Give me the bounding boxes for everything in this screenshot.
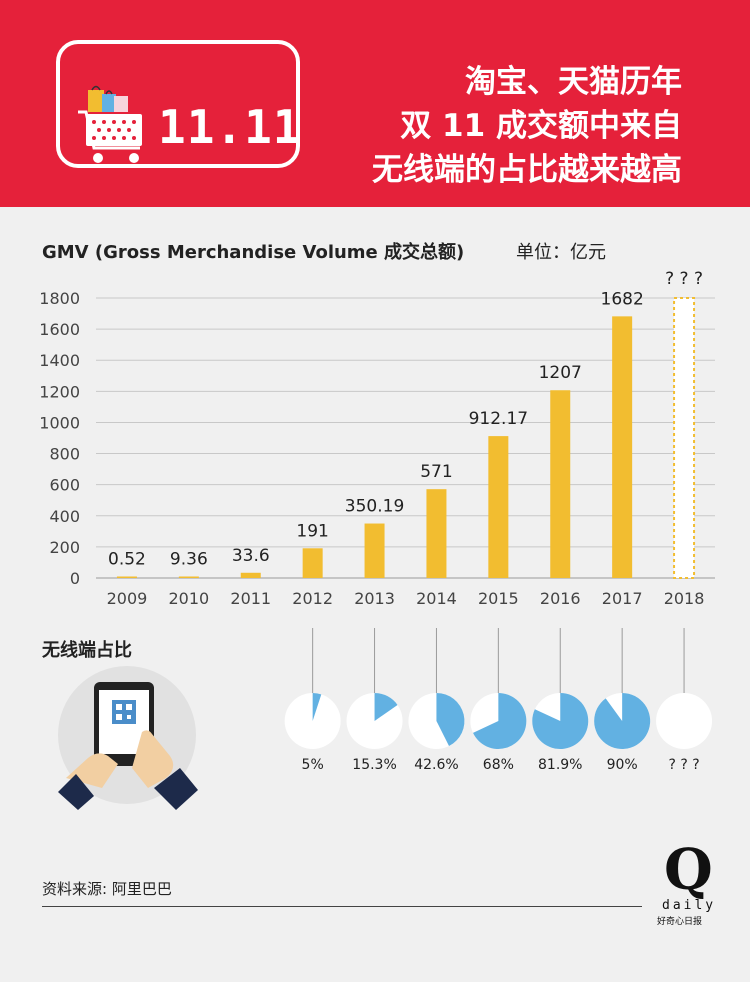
- tmall-logo-frame: [56, 40, 300, 168]
- x-tick-label: 2018: [664, 589, 705, 608]
- pie-label: 5%: [302, 757, 324, 773]
- y-tick-label: 1000: [39, 413, 80, 432]
- x-tick-label: 2016: [540, 589, 581, 608]
- data-label: 33.6: [232, 546, 270, 566]
- bar: [550, 390, 571, 578]
- phone-hands-illustration: [58, 682, 198, 810]
- headline-line-3: 无线端的占比越来越高: [372, 152, 682, 188]
- pie-slice: [312, 693, 322, 721]
- qdaily-logo-icon: Q: [664, 837, 713, 903]
- y-tick-label: 800: [49, 445, 80, 464]
- data-label: 1207: [539, 363, 582, 383]
- mobile-share-pies: 5% 15.3% 42.6% 68% 81.9% 90% ? ? ?: [284, 628, 713, 773]
- data-label: 912.17: [469, 409, 528, 429]
- pie-slice: [532, 693, 589, 749]
- x-tick-label: 2012: [292, 589, 333, 608]
- source-note: 资料来源: 阿里巴巴: [42, 880, 172, 898]
- data-label: ? ? ?: [665, 269, 703, 289]
- data-label: 191: [296, 521, 328, 541]
- placeholder-bar: [673, 297, 696, 579]
- pie-label: 42.6%: [414, 757, 458, 773]
- pie-base: [656, 693, 713, 749]
- bar: [364, 523, 385, 578]
- brand-name-cn: 好奇心日报: [657, 917, 703, 927]
- headline-line-1: 淘宝、天猫历年: [465, 64, 682, 100]
- x-tick-label: 2010: [168, 589, 209, 608]
- bar: [302, 548, 323, 578]
- pie-slice: [436, 693, 465, 747]
- y-tick-label: 200: [49, 538, 80, 557]
- pie-label: 81.9%: [538, 757, 582, 773]
- y-tick-label: 1200: [39, 382, 80, 401]
- data-label: 0.52: [108, 550, 146, 570]
- x-tick-label: 2009: [107, 589, 148, 608]
- pie-slice: [473, 693, 527, 749]
- bar: [240, 572, 261, 578]
- pie-slice: [594, 693, 651, 749]
- chart-title: GMV (Gross Merchandise Volume 成交总额): [42, 242, 465, 263]
- y-tick-label: 1800: [39, 289, 80, 308]
- bar: [426, 489, 447, 578]
- pie-label: 15.3%: [352, 757, 396, 773]
- footer-divider: [42, 906, 642, 907]
- x-tick-label: 2014: [416, 589, 457, 608]
- pie-slice: [374, 693, 398, 721]
- shopping-cart-icon: [78, 85, 142, 163]
- pie-label: 68%: [483, 757, 514, 773]
- logo-text: 11.11: [158, 100, 302, 154]
- gmv-bar-chart: 0 200 400 600 800 1000 1200 1400 1600 1800 2009 0.5…: [39, 269, 715, 608]
- headline: 淘宝、天猫历年 双 11 成交额中来自 无线端的占比越来越高: [322, 60, 682, 192]
- data-label: 9.36: [170, 550, 208, 570]
- bar: [612, 316, 633, 578]
- pie-label: ? ? ?: [668, 757, 699, 773]
- headline-line-2: 双 11 成交额中来自: [400, 108, 682, 144]
- y-tick-label: 1600: [39, 320, 80, 339]
- bar: [116, 576, 137, 578]
- x-tick-label: 2017: [602, 589, 643, 608]
- y-tick-label: 600: [49, 476, 80, 495]
- bar: [488, 436, 509, 578]
- chart-unit: 单位：亿元: [516, 242, 606, 263]
- y-tick-label: 1400: [39, 351, 80, 370]
- share-title: 无线端占比: [42, 640, 132, 661]
- x-tick-label: 2015: [478, 589, 519, 608]
- data-label: 350.19: [345, 497, 404, 517]
- y-tick-label: 400: [49, 507, 80, 526]
- data-label: 571: [420, 462, 452, 482]
- data-label: 1682: [601, 289, 644, 309]
- bar: [178, 576, 199, 578]
- y-tick-label: 0: [70, 569, 80, 588]
- x-tick-label: 2011: [230, 589, 271, 608]
- brand-name: daily: [662, 898, 717, 913]
- pie-label: 90%: [607, 757, 638, 773]
- header-banner: 11.11 淘宝、天猫历年 双 11 成交额中来自 无线端的占比越来越高: [0, 0, 750, 207]
- x-tick-label: 2013: [354, 589, 395, 608]
